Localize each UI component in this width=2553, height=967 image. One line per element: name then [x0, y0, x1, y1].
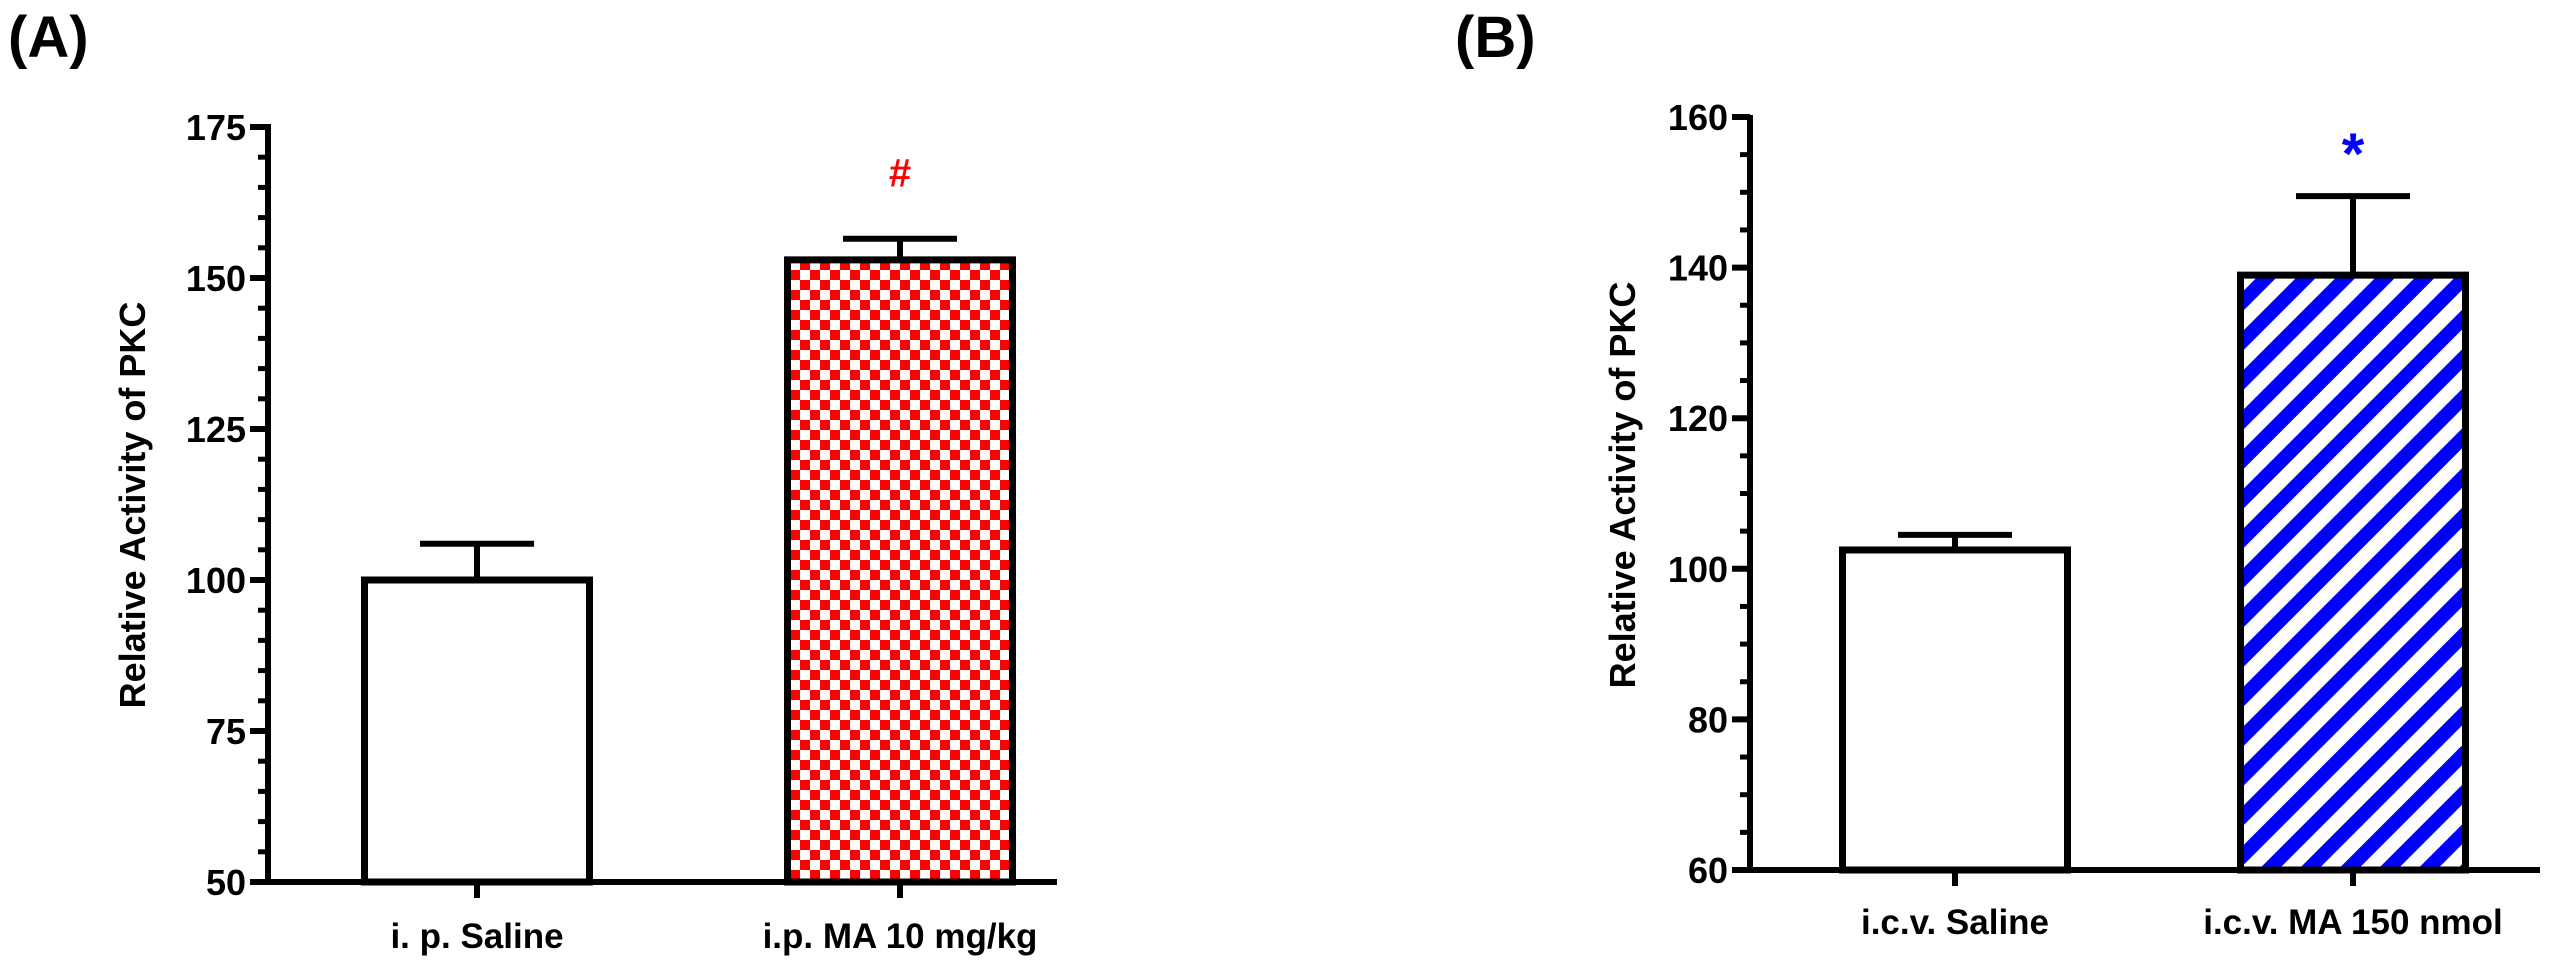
y-tick-label: 140 — [1668, 248, 1728, 289]
x-tick-label: i.c.v. MA 150 nmol — [2203, 903, 2503, 942]
y-tick-label: 100 — [1668, 549, 1728, 590]
panel-label: (A) — [8, 5, 89, 70]
significance-marks: * — [2342, 122, 2365, 187]
x-category-ticks — [1952, 870, 2356, 886]
significance-mark: * — [2342, 122, 2365, 187]
y-tick-label: 50 — [206, 862, 246, 903]
y-tick-label: 100 — [186, 560, 246, 601]
panel-label: (B) — [1455, 5, 1536, 70]
error-bar-1 — [420, 540, 534, 580]
y-tick-label: 175 — [186, 107, 246, 148]
panel-b: (B) Relative Activity of PKC 60 80 100 120 1… — [1455, 5, 2540, 942]
bar-2 — [2237, 271, 2469, 874]
y-tick-label: 80 — [1688, 699, 1728, 740]
significance-marks: # — [889, 152, 911, 196]
y-tick-label: 120 — [1668, 398, 1728, 439]
panel-a: (A) Relative Activity of PKC 50 75 100 125 1… — [8, 5, 1057, 956]
y-tick-label: 150 — [186, 258, 246, 299]
error-bar-2 — [843, 235, 957, 260]
y-major-ticks — [1732, 114, 1750, 873]
x-category-ticks — [474, 882, 903, 898]
error-bar-2 — [2296, 193, 2410, 276]
y-axis-label: Relative Activity of PKC — [1602, 282, 1643, 689]
x-tick-labels: i.c.v. Saline i.c.v. MA 150 nmol — [1861, 903, 2503, 942]
x-tick-label: i.p. MA 10 mg/kg — [763, 917, 1038, 956]
y-tick-label: 125 — [186, 409, 246, 450]
significance-mark: # — [889, 152, 911, 196]
error-bar-1 — [1898, 531, 2012, 550]
x-tick-label: i. p. Saline — [390, 917, 563, 956]
bar-1 — [1839, 546, 2071, 874]
y-tick-label: 75 — [206, 711, 246, 752]
error-bars — [1898, 193, 2410, 550]
y-axis: 60 80 100 120 140 160 — [1668, 97, 1753, 891]
bar-2 — [784, 256, 1016, 886]
x-tick-labels: i. p. Saline i.p. MA 10 mg/kg — [390, 917, 1037, 956]
y-tick-labels: 50 75 100 125 150 175 — [186, 107, 246, 903]
y-axis-label: Relative Activity of PKC — [112, 302, 153, 709]
x-tick-label: i.c.v. Saline — [1861, 903, 2049, 942]
y-tick-label: 160 — [1668, 97, 1728, 138]
error-bars — [420, 235, 957, 580]
bar-1 — [361, 576, 593, 886]
y-major-ticks — [250, 124, 268, 885]
y-minor-ticks — [1740, 114, 1750, 873]
y-tick-label: 60 — [1688, 850, 1728, 891]
y-tick-labels: 60 80 100 120 140 160 — [1668, 97, 1728, 891]
bars — [361, 256, 1016, 886]
bars — [1839, 271, 2469, 874]
y-axis: 50 75 100 125 150 175 — [186, 107, 271, 903]
